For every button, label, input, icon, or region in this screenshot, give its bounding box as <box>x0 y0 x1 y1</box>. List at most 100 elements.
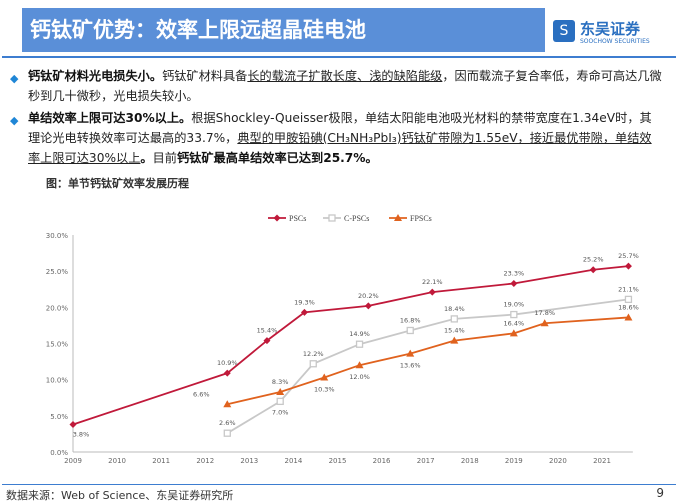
data-label: 10.9% <box>217 359 238 367</box>
data-label: 20.2% <box>358 292 379 300</box>
diamond-marker <box>589 266 597 274</box>
diamond-marker <box>223 369 231 377</box>
bullet-text-segment: 。 <box>140 151 153 165</box>
y-tick-label: 15.0% <box>46 341 69 349</box>
diamond-marker <box>428 288 436 296</box>
data-label: 7.0% <box>272 408 289 416</box>
data-label: 18.6% <box>618 303 639 311</box>
bullet-text-segment: 典型的甲胺铅碘(CH₃NH₃PbI₃)钙钛矿带隙为1.55eV，接近最优带隙，单… <box>28 131 652 165</box>
bullet-text-segment: 单结效率上限可达30%以上。 <box>28 111 192 125</box>
square-marker <box>510 310 518 319</box>
bullet-text-segment: 钙钛矿最高单结效率已达到25.7%。 <box>176 151 378 165</box>
triangle-marker <box>509 329 518 337</box>
series-line-c-pscs <box>226 298 629 434</box>
x-tick-label: 2018 <box>461 457 479 465</box>
data-label: 25.2% <box>583 256 604 264</box>
x-tick-label: 2020 <box>549 457 567 465</box>
legend-label: C-PSCs <box>344 214 369 223</box>
data-label: 12.0% <box>349 373 370 381</box>
data-label: 12.2% <box>303 350 324 358</box>
data-label: 18.4% <box>444 305 465 313</box>
triangle-marker <box>320 373 329 381</box>
data-label: 23.3% <box>504 269 525 277</box>
diamond-marker <box>273 214 281 222</box>
x-tick-label: 2012 <box>196 457 214 465</box>
square-marker <box>276 397 284 406</box>
bullet-text-segment: 目前 <box>152 151 177 165</box>
triangle-marker <box>223 400 232 408</box>
data-label: 25.7% <box>618 252 639 260</box>
data-label: 17.8% <box>534 309 555 317</box>
bullet-item: ◆ 单结效率上限可达30%以上。根据Shockley-Queisser极限，单结太… <box>8 108 663 168</box>
bullet-diamond-icon: ◆ <box>10 72 19 85</box>
diamond-marker <box>300 308 308 316</box>
diamond-marker <box>510 279 518 287</box>
data-label: 10.3% <box>314 385 335 393</box>
data-label: 19.0% <box>504 301 525 309</box>
square-marker <box>406 326 414 335</box>
triangle-marker <box>276 387 285 395</box>
data-label: 16.4% <box>504 319 525 327</box>
bullet-text-segment: 根据Shockley-Queisser极限，单结太阳能电池吸光材料的禁带宽度在1… <box>28 111 652 145</box>
bullet-text-segment: 长的载流子扩散长度、浅的缺陷能级 <box>247 69 443 83</box>
legend-label: FPSCs <box>410 214 432 223</box>
triangle-marker <box>540 319 549 327</box>
diamond-marker <box>263 337 271 345</box>
data-label: 3.8% <box>73 431 90 439</box>
bullet-text-segment: ，因而载流子复合率低，寿命可高达几微秒到几十微秒，光电损失较小。 <box>28 69 662 103</box>
triangle-marker <box>406 349 415 357</box>
square-marker <box>328 214 336 222</box>
series-line-fpscs <box>227 316 629 406</box>
y-tick-label: 0.0% <box>50 449 68 457</box>
header-divider <box>2 56 676 58</box>
square-marker <box>624 295 633 304</box>
x-tick-label: 2019 <box>505 457 523 465</box>
data-label: 2.6% <box>219 419 236 427</box>
page-title: 钙钛矿优势：效率上限远超晶硅电池 <box>22 8 545 52</box>
data-label: 13.6% <box>400 362 421 370</box>
square-marker <box>223 429 231 437</box>
x-tick-label: 2015 <box>329 457 347 465</box>
bullet-text-segment: 钙钛矿材料具备 <box>162 69 248 83</box>
data-label: 15.4% <box>444 327 465 335</box>
data-label: 22.1% <box>422 278 443 286</box>
x-tick-label: 2011 <box>152 457 170 465</box>
logo-text-en: SOOCHOW SECURITIES <box>580 38 650 45</box>
figure-title: 图：单节钙钛矿效率发展历程 <box>46 177 189 190</box>
company-logo: S 东吴证券 SOOCHOW SECURITIES <box>553 18 673 48</box>
data-label: 19.3% <box>294 298 315 306</box>
square-marker <box>450 315 458 323</box>
data-source: 数据来源：Web of Science、东吴证券研究所 <box>6 489 234 502</box>
x-tick-label: 2009 <box>64 457 82 465</box>
logo-icon: S <box>553 20 575 42</box>
data-label: 15.4% <box>257 327 278 335</box>
bullet-diamond-icon: ◆ <box>10 114 19 127</box>
data-label: 8.3% <box>272 378 289 386</box>
footer-divider <box>2 484 676 485</box>
data-label: 16.8% <box>400 316 421 324</box>
square-marker <box>355 340 364 348</box>
x-tick-label: 2013 <box>240 457 258 465</box>
x-tick-label: 2021 <box>593 457 611 465</box>
triangle-marker <box>624 313 633 321</box>
triangle-marker <box>450 336 459 344</box>
triangle-marker <box>355 361 364 369</box>
series-line-pscs <box>72 265 629 426</box>
x-tick-label: 2010 <box>108 457 126 465</box>
bullet-item: ◆ 钙钛矿材料光电损失小。钙钛矿材料具备长的载流子扩散长度、浅的缺陷能级，因而载流… <box>8 66 663 106</box>
x-tick-label: 2016 <box>373 457 391 465</box>
square-marker <box>309 360 317 368</box>
triangle-marker <box>394 214 402 221</box>
data-label: 21.1% <box>618 285 639 293</box>
legend-label: PSCs <box>289 214 306 223</box>
data-label: 6.6% <box>193 390 210 398</box>
y-tick-label: 20.0% <box>46 304 69 312</box>
y-tick-label: 25.0% <box>46 268 69 276</box>
y-tick-label: 5.0% <box>50 413 68 421</box>
x-tick-label: 2017 <box>417 457 435 465</box>
bullet-text-segment: 钙钛矿材料光电损失小。 <box>28 69 163 83</box>
diamond-marker <box>364 302 372 310</box>
logo-text-cn: 东吴证券 <box>580 20 641 38</box>
page-number: 9 <box>656 486 664 500</box>
